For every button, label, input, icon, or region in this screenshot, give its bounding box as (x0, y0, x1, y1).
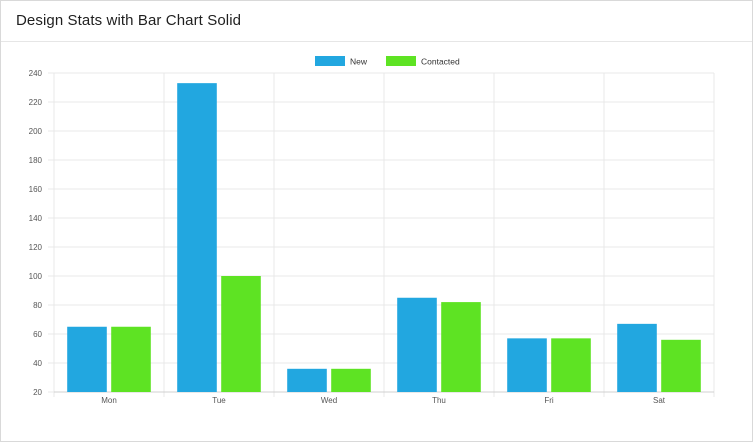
x-axis: Mon Tue Wed Thu Fri Sat (101, 396, 666, 405)
x-tick-label: Mon (101, 396, 117, 405)
x-tick-label: Fri (544, 396, 554, 405)
bar-new-fri[interactable] (507, 338, 547, 392)
y-tick-label: 40 (33, 359, 42, 368)
legend-swatch-contacted[interactable] (386, 56, 416, 66)
chart-legend[interactable]: New Contacted (315, 56, 460, 67)
bar-contacted-tue[interactable] (221, 276, 261, 392)
y-tick-label: 100 (29, 272, 43, 281)
y-tick-label: 160 (29, 185, 43, 194)
y-tick-label: 80 (33, 301, 42, 310)
y-tick-label: 120 (29, 243, 43, 252)
y-tick-label: 200 (29, 127, 43, 136)
y-tick-label: 220 (29, 98, 43, 107)
bar-new-tue[interactable] (177, 83, 217, 392)
y-tick-label: 180 (29, 156, 43, 165)
x-tick-label: Sat (653, 396, 666, 405)
bar-new-wed[interactable] (287, 369, 327, 392)
bar-contacted-wed[interactable] (331, 369, 371, 392)
legend-swatch-new[interactable] (315, 56, 345, 66)
y-tick-label: 240 (29, 69, 43, 78)
bar-contacted-fri[interactable] (551, 338, 591, 392)
bar-new-thu[interactable] (397, 298, 437, 392)
y-tick-label: 20 (33, 388, 42, 397)
bar-contacted-mon[interactable] (111, 327, 151, 392)
bar-contacted-sat[interactable] (661, 340, 701, 392)
legend-label-contacted[interactable]: Contacted (421, 57, 460, 67)
bar-new-mon[interactable] (67, 327, 107, 392)
y-tick-label: 60 (33, 330, 42, 339)
y-axis: 20 40 60 80 100 120 140 160 180 200 220 240 (29, 69, 43, 397)
y-tick-label: 140 (29, 214, 43, 223)
x-tick-label: Wed (321, 396, 337, 405)
legend-label-new[interactable]: New (350, 57, 368, 67)
x-tick-label: Tue (212, 396, 226, 405)
x-tick-label: Thu (432, 396, 446, 405)
bar-new-sat[interactable] (617, 324, 657, 392)
bar-contacted-thu[interactable] (441, 302, 481, 392)
